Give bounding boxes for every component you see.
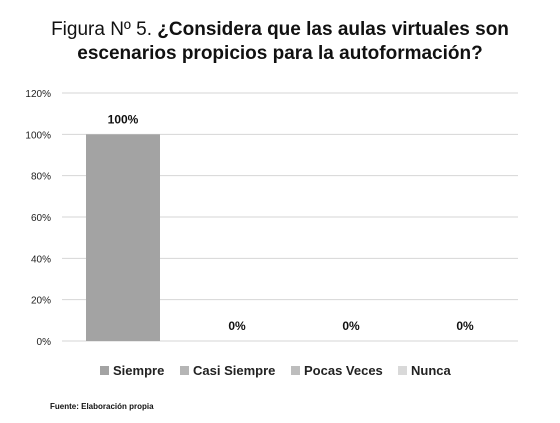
legend-swatch bbox=[398, 366, 407, 375]
chart-title: Figura Nº 5. ¿Considera que las aulas vi… bbox=[0, 18, 560, 66]
bar bbox=[86, 134, 160, 341]
data-label: 0% bbox=[228, 319, 246, 333]
source-note: Fuente: Elaboración propia bbox=[50, 402, 154, 411]
y-tick-label: 20% bbox=[31, 296, 51, 307]
figure-number: Figura Nº 5. bbox=[51, 19, 152, 40]
data-label: 100% bbox=[108, 112, 139, 126]
legend-swatch bbox=[291, 366, 300, 375]
y-tick-label: 0% bbox=[37, 337, 52, 348]
legend-label: Siempre bbox=[113, 363, 164, 378]
y-tick-label: 60% bbox=[31, 213, 51, 224]
data-label: 0% bbox=[342, 319, 360, 333]
legend-swatch bbox=[180, 366, 189, 375]
y-tick-label: 100% bbox=[25, 130, 51, 141]
chart-question: ¿Considera que las aulas virtuales son e… bbox=[77, 19, 509, 64]
y-tick-label: 120% bbox=[25, 89, 51, 100]
legend-label: Nunca bbox=[411, 363, 452, 378]
y-tick-label: 80% bbox=[31, 172, 51, 183]
legend-swatch bbox=[100, 366, 109, 375]
y-tick-label: 40% bbox=[31, 254, 51, 265]
legend-label: Pocas Veces bbox=[304, 363, 383, 378]
data-label: 0% bbox=[456, 319, 474, 333]
legend-label: Casi Siempre bbox=[193, 363, 275, 378]
